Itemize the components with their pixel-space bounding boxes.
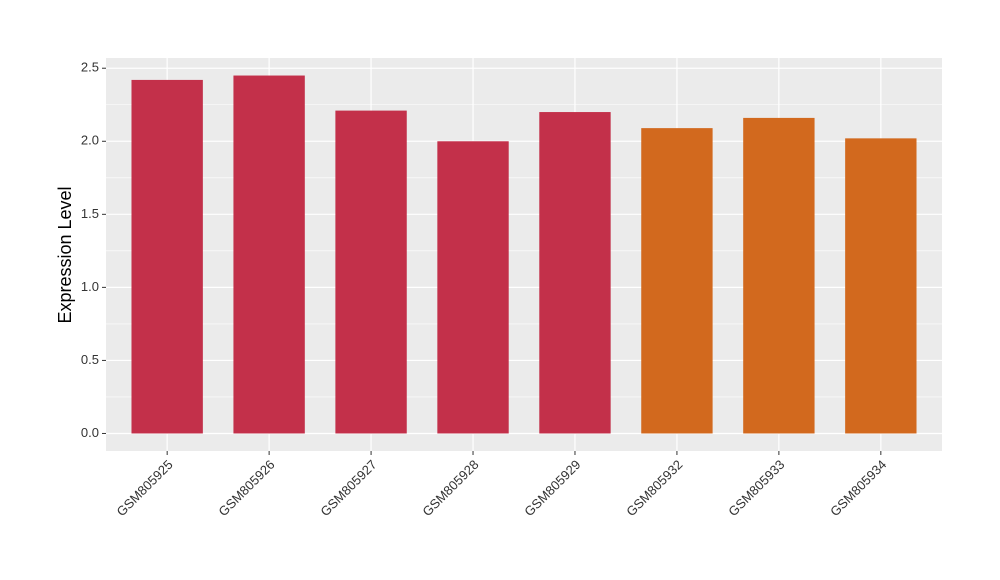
- x-tick-label: GSM805934: [827, 457, 889, 519]
- x-tick-label: GSM805928: [419, 457, 481, 519]
- y-tick-label: 0.5: [81, 352, 99, 367]
- x-tick-label: GSM805933: [725, 457, 787, 519]
- x-tick-label: GSM805927: [317, 457, 379, 519]
- bar: [437, 141, 509, 434]
- y-tick-label: 2.0: [81, 133, 99, 148]
- bar: [641, 128, 713, 434]
- y-tick-label: 1.0: [81, 279, 99, 294]
- y-tick-label: 2.5: [81, 60, 99, 75]
- y-tick-label: 0.0: [81, 425, 99, 440]
- bar: [845, 138, 917, 434]
- bar: [743, 117, 815, 434]
- x-tick-label: GSM805925: [113, 457, 175, 519]
- y-axis-label: Expression Level: [55, 186, 75, 323]
- bar: [335, 110, 407, 434]
- bar: [539, 112, 611, 434]
- bar: [131, 79, 203, 434]
- x-tick-label: GSM805926: [215, 457, 277, 519]
- x-tick-label: GSM805932: [623, 457, 685, 519]
- x-tick-label: GSM805929: [521, 457, 583, 519]
- panel: [106, 58, 942, 451]
- y-tick-label: 1.5: [81, 206, 99, 221]
- bar: [233, 75, 305, 434]
